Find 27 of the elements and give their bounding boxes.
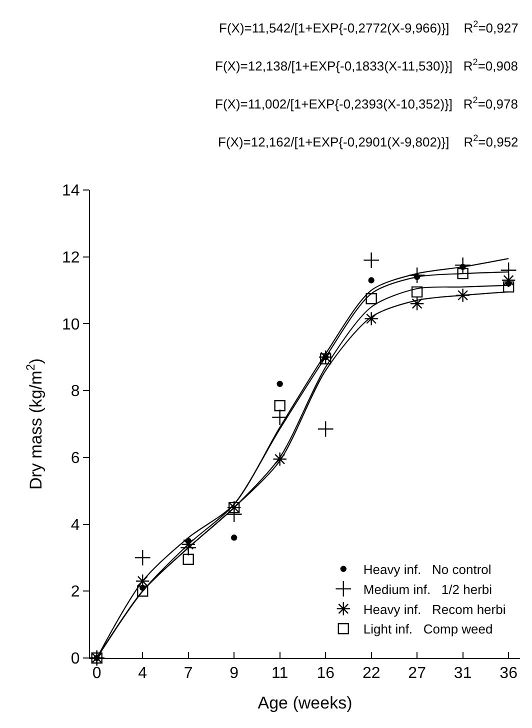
text: F(X)=11,002/[1+EXP{-0,2393(X-10,352)}] R$^{2}$=0,978 (215, 95, 518, 112)
x-axis-title: Age (weeks) (258, 694, 352, 713)
legend-label: Heavy inf. No control (363, 562, 492, 577)
x-tick-label: 22 (362, 665, 380, 682)
text: F(X)=11,542/[1+EXP{-0,2772(X-9,966)}] R$^{2}$=0,927 (219, 19, 518, 36)
y-tick-label: 4 (70, 516, 80, 534)
y-tick-label: 2 (70, 584, 80, 601)
x-tick-label: 11 (272, 665, 288, 682)
x-tick-label: 36 (500, 665, 518, 682)
x-tick-label: 16 (316, 665, 335, 682)
y-tick-label: 12 (62, 249, 80, 266)
text: F(X)=12,162/[1+EXP{-0,2901(X-9,802)}] R$^{2}$=0,952 (218, 133, 518, 150)
x-tick-label: 31 (454, 665, 472, 682)
x-tick-label: 4 (138, 665, 148, 682)
legend-label: Heavy inf. Recom herbi (363, 602, 506, 617)
x-tick-label: 0 (92, 665, 102, 682)
text: F(X)=12,138/[1+EXP{-0,1833(X-11,530)}] R$^{2}$=0,908 (215, 57, 518, 74)
legend-label: Light inf. Comp weed (363, 622, 493, 637)
x-tick-label: 7 (184, 665, 193, 682)
y-tick-label: 14 (62, 182, 80, 200)
y-tick-label: 8 (70, 383, 80, 400)
x-tick-label: 9 (230, 665, 239, 682)
legend-label: Medium inf. 1/2 herbi (363, 582, 492, 597)
y-tick-label: 6 (70, 450, 80, 468)
y-tick-label: 0 (70, 650, 80, 668)
x-tick-label: 27 (408, 665, 426, 682)
y-tick-label: 10 (62, 316, 80, 334)
